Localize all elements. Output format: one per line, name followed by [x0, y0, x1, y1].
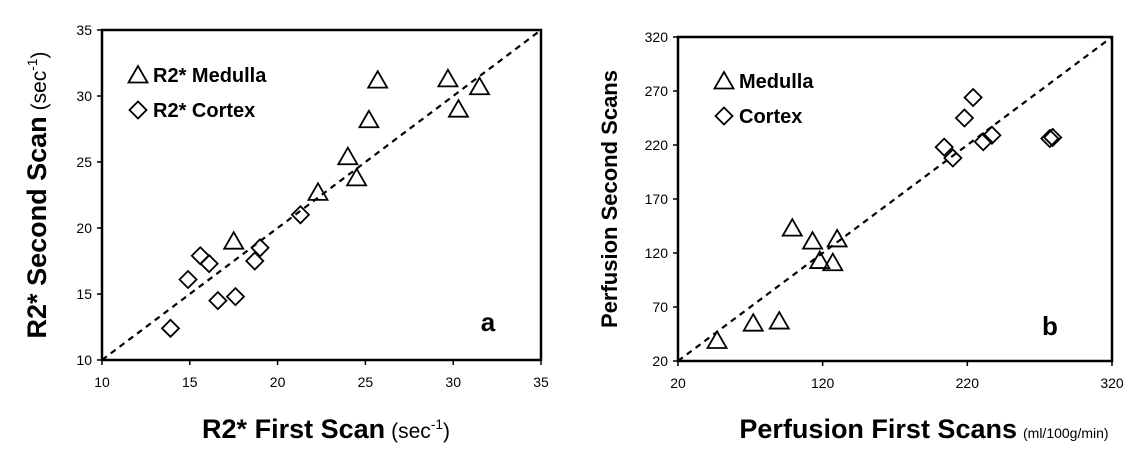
data-point-diamond — [208, 290, 228, 311]
legend-label: R2* Cortex — [153, 100, 255, 122]
chart-panel-a: 10 15 20 25 30 35 10 15 20 25 30 35 R2* Medulla R2* C… — [22, 22, 549, 444]
x-axis-title-text: Perfusion First Scans — [739, 414, 1017, 444]
x-axis-unit-close: ) — [443, 420, 450, 443]
data-point-triangle — [826, 228, 849, 248]
identity-reference-line — [101, 29, 542, 361]
data-point-diamond — [954, 108, 975, 128]
x-axis-unit-open: ( — [391, 420, 398, 443]
data-point-triangle — [366, 69, 389, 89]
y-tick-label: 30 — [76, 88, 92, 104]
data-point-triangle — [808, 249, 831, 269]
x-tick-label: 20 — [670, 375, 686, 391]
legend-marker-diamond — [714, 106, 734, 126]
panel-letter: b — [1042, 311, 1058, 341]
x-tick-label: 15 — [182, 374, 198, 390]
data-point-triangle — [468, 75, 491, 96]
x-tick-label: 120 — [811, 375, 835, 391]
legend: Medulla Cortex — [712, 70, 814, 128]
data-point-diamond — [973, 131, 994, 152]
x-axis-title-text: R2* First Scan — [202, 414, 385, 444]
data-point-triangle — [436, 68, 459, 88]
data-point-diamond — [982, 125, 1002, 146]
y-axis-title-text: Perfusion Second Scans — [597, 70, 622, 328]
x-tick-label: 25 — [358, 374, 374, 390]
x-axis-unit: (sec-1) — [391, 417, 450, 443]
data-point-diamond — [178, 269, 198, 290]
data-point-triangle — [768, 310, 791, 330]
data-point-diamond — [1040, 128, 1060, 149]
data-point-diamond — [190, 245, 211, 266]
x-axis-unit: (ml/100g/min) — [1023, 425, 1109, 441]
y-axis-title: R2* Second Scan (sec-1) — [22, 52, 52, 339]
data-point-diamond — [1042, 127, 1063, 148]
data-point-diamond — [199, 253, 219, 274]
y-axis-title-text: R2* Second Scan — [22, 116, 52, 338]
data-point-triangle — [336, 145, 359, 166]
data-point-triangle — [821, 251, 844, 272]
y-tick-label: 20 — [652, 353, 668, 369]
data-point-triangle — [742, 312, 765, 332]
y-tick-label: 220 — [645, 137, 669, 153]
y-tick-label: 170 — [645, 191, 669, 207]
legend: R2* Medulla R2* Cortex — [126, 64, 267, 122]
plot-area-frame — [100, 28, 543, 362]
data-point-triangle — [306, 181, 330, 201]
data-point-diamond — [250, 238, 270, 258]
y-tick-label: 20 — [76, 220, 92, 236]
data-point-triangle — [345, 167, 368, 187]
y-tick-label: 25 — [76, 154, 92, 170]
identity-reference-line — [677, 36, 1113, 362]
data-point-diamond — [943, 148, 963, 168]
y-tick-label: 15 — [76, 286, 92, 302]
y-axis-unit-text: sec — [28, 71, 51, 104]
data-point-triangle — [706, 329, 729, 349]
legend-label: Medulla — [739, 71, 814, 93]
data-point-diamond — [934, 137, 954, 157]
y-tick-label: 70 — [652, 299, 668, 315]
data-point-diamond — [225, 286, 246, 307]
chart-panel-b: 20 120 220 320 20 70 120 170 220 270 320 Medulla Cor… — [597, 29, 1124, 444]
legend-marker-diamond — [128, 100, 148, 120]
data-point-diamond — [160, 318, 181, 339]
legend-label: Cortex — [739, 106, 802, 128]
x-tick-label: 20 — [270, 374, 286, 390]
x-axis-unit-superscript: -1 — [431, 417, 443, 432]
data-point-triangle — [222, 230, 245, 250]
y-axis-unit-close: ) — [28, 52, 51, 59]
x-axis-title: R2* First Scan (sec-1) — [202, 414, 450, 444]
data-point-diamond — [244, 251, 265, 271]
y-tick-label: 35 — [76, 22, 92, 38]
legend-marker-triangle — [126, 64, 150, 84]
y-tick-label: 270 — [645, 83, 669, 99]
x-tick-label: 30 — [445, 374, 461, 390]
y-axis-title: Perfusion Second Scans — [597, 70, 622, 328]
legend-marker-triangle — [712, 70, 736, 90]
legend-label: R2* Medulla — [153, 65, 267, 87]
x-tick-label: 10 — [94, 374, 110, 390]
y-tick-label: 10 — [76, 352, 92, 368]
panel-letter: a — [481, 307, 496, 337]
x-tick-label: 220 — [956, 375, 980, 391]
data-point-triangle — [801, 230, 824, 250]
x-axis-title: Perfusion First Scans (ml/100g/min) — [739, 414, 1108, 444]
x-axis-unit-text: sec — [398, 420, 431, 443]
data-point-diamond — [963, 87, 983, 108]
y-tick-label: 320 — [645, 29, 669, 45]
data-point-triangle — [357, 108, 380, 129]
x-tick-label: 320 — [1100, 375, 1124, 391]
y-axis-unit-superscript: -1 — [25, 59, 40, 71]
data-point-diamond — [290, 205, 311, 225]
x-tick-label: 35 — [533, 374, 549, 390]
data-point-triangle — [447, 98, 470, 118]
y-tick-label: 120 — [645, 245, 669, 261]
y-axis-unit-open: ( — [28, 103, 51, 110]
y-axis-unit: (sec-1) — [25, 52, 51, 111]
data-point-triangle — [781, 217, 804, 237]
